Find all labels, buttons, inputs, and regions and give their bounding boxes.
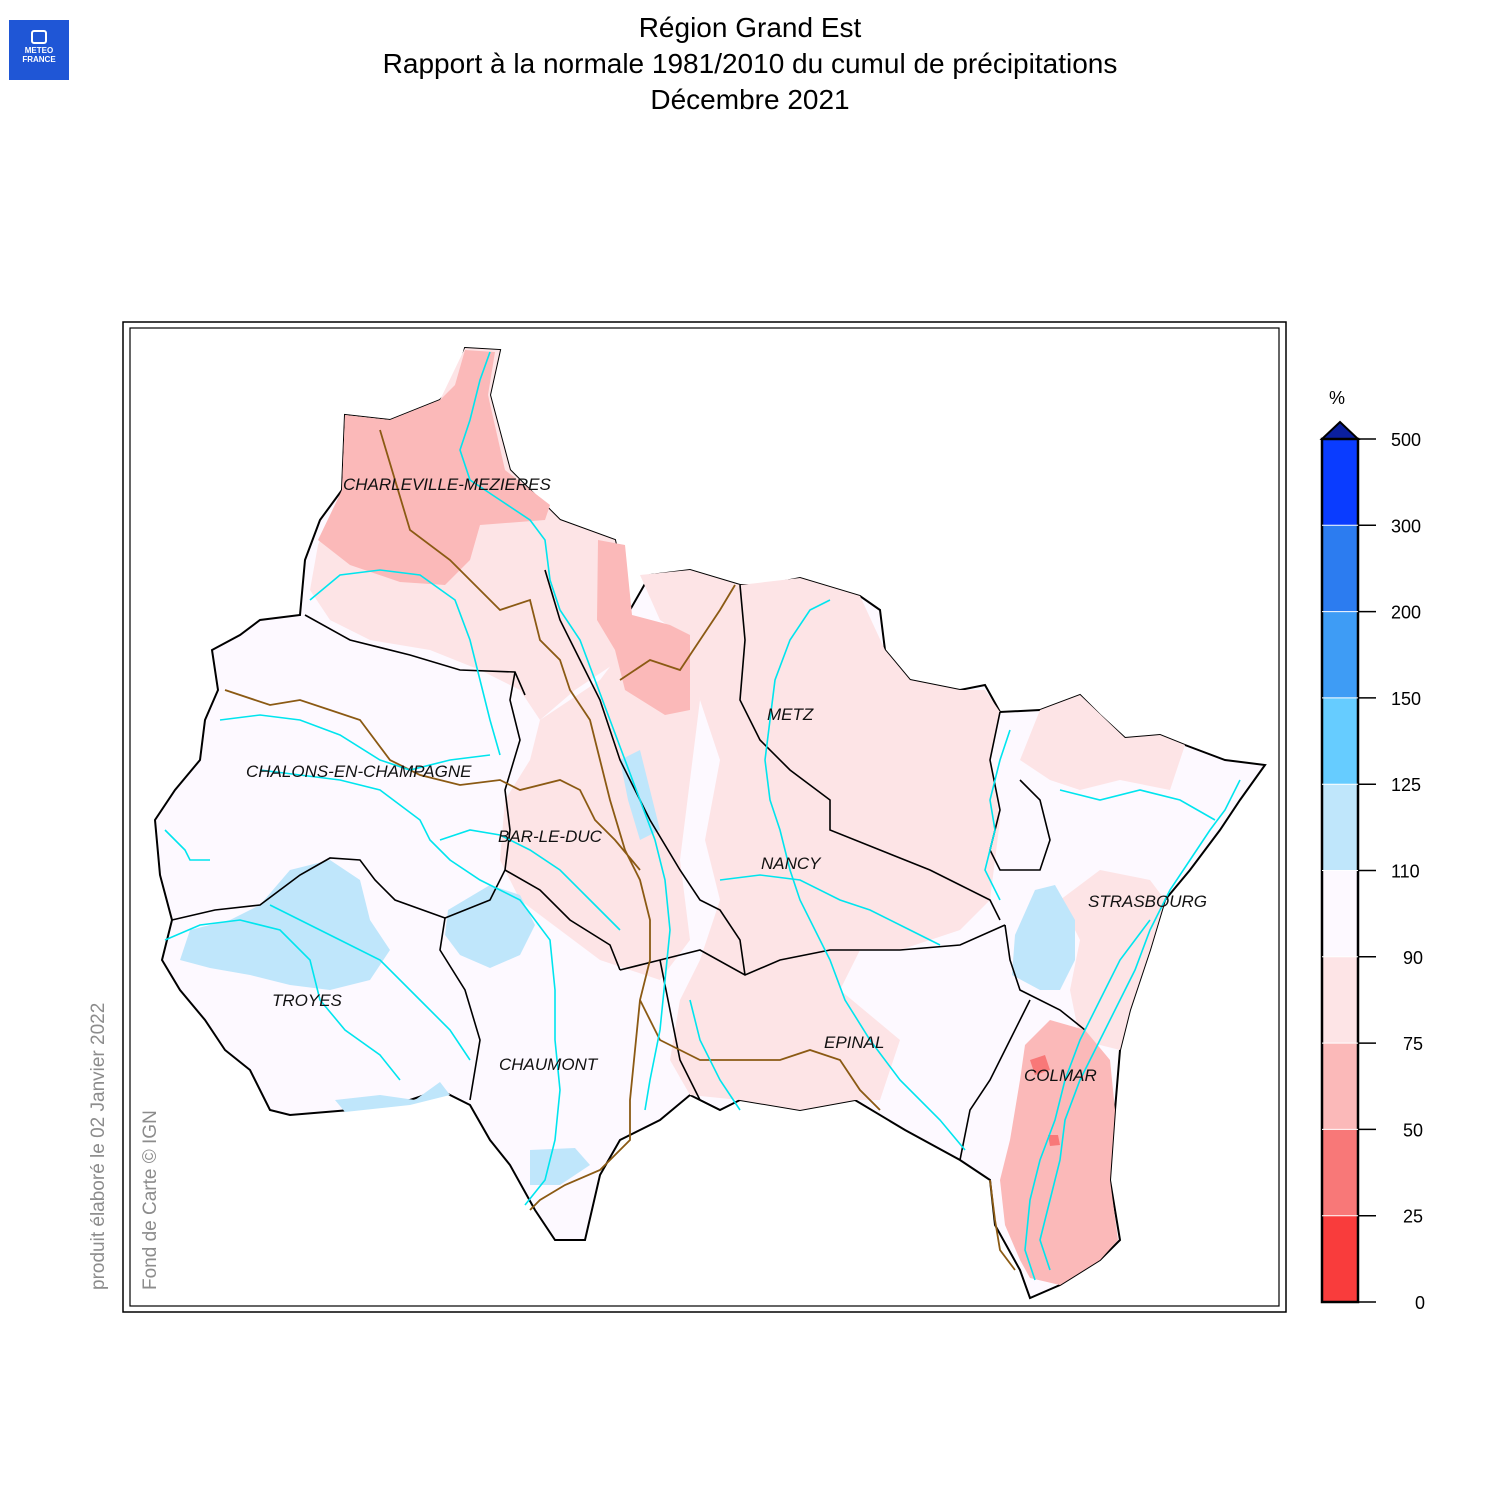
legend: % 500 300 200 150 125 110 90 75 50 25 0 bbox=[1319, 388, 1425, 1313]
legend-tick-label: 150 bbox=[1391, 689, 1421, 709]
legend-tick-label: 200 bbox=[1391, 603, 1421, 623]
meteo-france-logo: METEO FRANCE bbox=[9, 20, 69, 80]
city-label-nancy: NANCY bbox=[761, 854, 822, 873]
river-meuse-trib bbox=[309, 569, 501, 756]
river-sarre bbox=[984, 729, 1011, 901]
river-saone bbox=[689, 999, 741, 1111]
legend-band bbox=[1322, 956, 1358, 1044]
city-label-colmar: COLMAR bbox=[1024, 1066, 1097, 1085]
legend-tick-label: 110 bbox=[1391, 862, 1420, 882]
legend-tick-label: 90 bbox=[1403, 948, 1423, 968]
river-chalons-west bbox=[164, 829, 210, 861]
legend-ticks: 500 300 200 150 125 110 90 75 50 25 0 bbox=[1322, 430, 1425, 1313]
title-period: Décembre 2021 bbox=[650, 84, 850, 115]
map-frame-outer bbox=[122, 321, 1287, 1313]
dept-border-ardennes bbox=[304, 614, 526, 696]
dept-border-moselle-basrhin bbox=[989, 711, 1051, 871]
meteo-france-logo-icon bbox=[31, 30, 47, 44]
river-aisne bbox=[219, 714, 491, 771]
dept-border-meuse-mm bbox=[544, 569, 746, 976]
river-moselle bbox=[764, 599, 966, 1151]
dept-border-meuse-hautemarne bbox=[504, 869, 621, 971]
zone-110-125-troyes-south bbox=[335, 1082, 450, 1112]
dept-border-mm-moselle bbox=[739, 584, 1001, 921]
map-title: Région Grand Est Rapport à la normale 19… bbox=[0, 10, 1500, 118]
city-label-strasbourg: STRASBOURG bbox=[1088, 892, 1207, 911]
river-ornain bbox=[439, 829, 621, 931]
city-label-troyes: TROYES bbox=[272, 991, 343, 1010]
city-label-epinal: EPINAL bbox=[824, 1033, 884, 1052]
legend-tick-label: 50 bbox=[1403, 1120, 1423, 1140]
city-label-chalons: CHALONS-EN-CHAMPAGNE bbox=[246, 762, 472, 781]
logo-text-line1: METEO bbox=[24, 46, 54, 55]
city-label-metz: METZ bbox=[767, 705, 814, 724]
river-meuse bbox=[459, 351, 671, 1111]
zone-75-90-alsace-north bbox=[1020, 695, 1185, 790]
legend-band bbox=[1322, 525, 1358, 613]
title-description: Rapport à la normale 1981/2010 du cumul … bbox=[382, 48, 1118, 79]
river-meurthe bbox=[719, 874, 941, 946]
dept-border-marne-aube bbox=[171, 857, 446, 921]
legend-band bbox=[1322, 1043, 1358, 1130]
city-label-bar-le-duc: BAR-LE-DUC bbox=[498, 827, 603, 846]
credit-basemap: Fond de Carte © IGN bbox=[140, 1110, 161, 1290]
legend-band bbox=[1322, 439, 1358, 526]
dept-border-basrhin-hautrhin bbox=[1004, 924, 1086, 1031]
legend-tick-label: 125 bbox=[1391, 775, 1421, 795]
legend-band bbox=[1322, 697, 1358, 785]
zone-25-50-colmar-south bbox=[1048, 1135, 1060, 1146]
department-borders bbox=[171, 569, 1086, 1161]
zone-110-125-troyes bbox=[180, 860, 390, 990]
zone-75-90-alsace-plain bbox=[1060, 870, 1165, 1050]
legend-tick-label: 25 bbox=[1403, 1207, 1423, 1227]
zone-110-125-aube-east bbox=[445, 885, 535, 968]
dept-border-marne-meuse bbox=[444, 671, 521, 919]
zone-50-75-meuse-north bbox=[597, 540, 690, 715]
legend-band bbox=[1322, 870, 1358, 958]
zone-50-75-colmar bbox=[1000, 1020, 1118, 1285]
legend-unit: % bbox=[1329, 388, 1345, 408]
legend-band bbox=[1322, 784, 1358, 871]
dept-border-vosges-hautrhin bbox=[959, 999, 1031, 1161]
zone-50-75-charleville bbox=[318, 350, 550, 585]
legend-tick-label: 75 bbox=[1403, 1034, 1423, 1054]
city-labels: CHARLEVILLE-MEZIERES CHALONS-EN-CHAMPAGN… bbox=[246, 475, 1207, 1085]
river-alsace-north bbox=[1059, 789, 1216, 821]
river-aube bbox=[269, 904, 471, 1061]
river-seine bbox=[164, 919, 401, 1081]
zone-75-90-meuse bbox=[500, 620, 700, 980]
map-frame-inner bbox=[129, 327, 1280, 1307]
zone-110-125-chaumont bbox=[530, 1148, 590, 1185]
city-label-chaumont: CHAUMONT bbox=[499, 1055, 599, 1074]
zone-25-50-colmar bbox=[1030, 1055, 1050, 1075]
legend-band bbox=[1322, 1129, 1358, 1217]
city-label-charleville: CHARLEVILLE-MEZIERES bbox=[343, 475, 551, 494]
legend-tick-label: 0 bbox=[1415, 1293, 1425, 1313]
river-marne bbox=[259, 769, 561, 1206]
legend-bands bbox=[1322, 439, 1358, 1303]
rivers bbox=[164, 351, 1241, 1281]
dept-border-vosges-north bbox=[619, 924, 1006, 976]
basin-border bbox=[224, 429, 1016, 1271]
river-rhine bbox=[1039, 779, 1241, 1271]
title-region: Région Grand Est bbox=[638, 12, 862, 43]
dept-border-aube-hautemarne bbox=[439, 917, 481, 1101]
river-ill bbox=[1024, 919, 1151, 1281]
legend-band bbox=[1322, 1215, 1358, 1303]
legend-overflow-arrow bbox=[1319, 420, 1361, 440]
credit-produced: produit élaboré le 02 Janvier 2022 bbox=[88, 1002, 109, 1290]
zone-110-125-strasbourg-west bbox=[1012, 885, 1075, 990]
legend-tick-label: 300 bbox=[1391, 516, 1421, 536]
legend-band bbox=[1322, 611, 1358, 699]
legend-tick-label: 500 bbox=[1391, 430, 1421, 450]
zone-75-90-lorraine bbox=[640, 570, 1000, 1110]
dept-border-hautemarne-vosges bbox=[659, 959, 721, 1111]
logo-text-line2: FRANCE bbox=[22, 55, 56, 64]
